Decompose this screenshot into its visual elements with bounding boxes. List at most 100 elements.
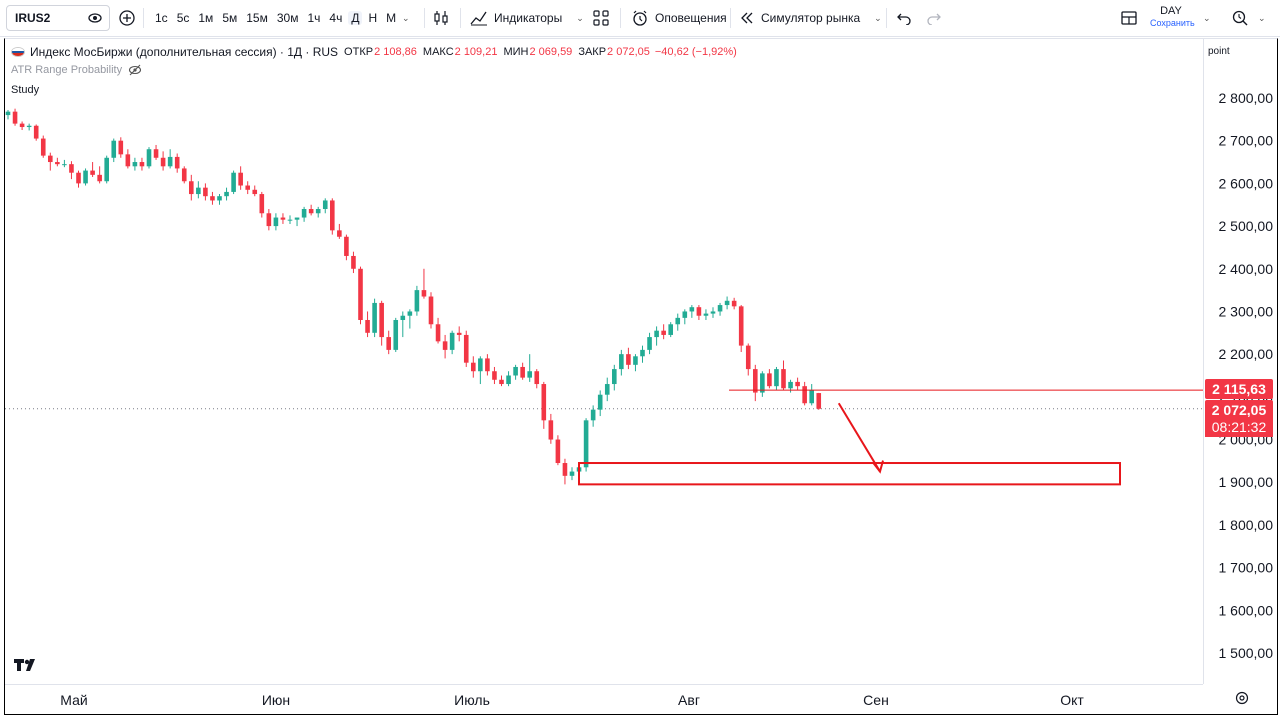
candle-body xyxy=(682,311,688,318)
timeframe-group: 1с 5с 1м 5м 15м 30м 1ч 4ч Д Н М xyxy=(152,5,402,31)
study-atr-range-probability[interactable]: ATR Range Probability xyxy=(11,64,142,76)
candle-body xyxy=(259,194,265,214)
price-tick-label: 2 400,00 xyxy=(1219,261,1274,277)
hidden-eye-icon[interactable] xyxy=(128,64,142,76)
candle-body xyxy=(816,393,822,409)
quick-search-icon[interactable] xyxy=(1231,5,1249,31)
candle-body xyxy=(506,375,511,385)
price-unit-label: point xyxy=(1208,46,1230,57)
layout-select-icon[interactable] xyxy=(1120,5,1138,31)
candle-body xyxy=(386,337,391,350)
price-tick-label: 2 700,00 xyxy=(1219,133,1274,149)
timeframe-button[interactable]: Д xyxy=(348,11,363,25)
candle-body xyxy=(774,369,779,387)
candle-body xyxy=(478,358,483,372)
candle-body xyxy=(414,290,420,312)
candle-body xyxy=(330,200,335,231)
alerts-button[interactable]: Оповещения xyxy=(631,5,727,31)
candle-body xyxy=(210,196,215,201)
timeframe-button[interactable]: М xyxy=(386,11,397,25)
candle-body xyxy=(118,140,124,155)
candle-body xyxy=(703,313,709,316)
candle-body xyxy=(731,300,737,307)
indicators-icon xyxy=(470,10,488,26)
candle-body xyxy=(104,157,109,182)
candle-body xyxy=(795,381,800,387)
study-generic[interactable]: Study xyxy=(11,84,40,96)
timeframe-button[interactable]: 1м xyxy=(198,11,214,25)
price-tick-label: 1 500,00 xyxy=(1219,645,1274,661)
timeframe-button[interactable]: 1ч xyxy=(307,11,321,25)
candle-body xyxy=(372,302,377,333)
time-tick-label: Май xyxy=(60,692,87,708)
more-dropdown-icon[interactable]: ⌄ xyxy=(1258,12,1266,23)
candle-body xyxy=(696,307,702,316)
candle-body xyxy=(266,213,272,227)
time-tick-label: Сен xyxy=(863,692,889,708)
market-replay-button[interactable]: Симулятор рынка ⌄ xyxy=(739,5,882,31)
chevron-down-icon: ⌄ xyxy=(874,12,882,23)
timeframe-button[interactable]: 5с xyxy=(176,11,190,25)
redo-icon[interactable] xyxy=(926,5,942,31)
layout-name-button[interactable]: DAY Сохранить xyxy=(1150,5,1195,29)
candle-body xyxy=(252,189,258,195)
candle-body xyxy=(499,379,504,385)
candle-body xyxy=(738,306,744,346)
timeframe-button[interactable]: 30м xyxy=(276,11,299,25)
candle-style-icon[interactable] xyxy=(432,5,450,31)
candle-body xyxy=(421,290,427,297)
candle-body xyxy=(301,209,307,218)
timeframe-button[interactable]: 1с xyxy=(155,11,168,25)
candle-body xyxy=(62,164,67,166)
undo-icon[interactable] xyxy=(896,5,912,31)
candle-body xyxy=(90,170,95,175)
indicators-button[interactable]: Индикаторы ⌄ xyxy=(470,5,584,31)
templates-grid-icon[interactable] xyxy=(592,5,610,31)
close-value: 2 072,05 xyxy=(607,46,650,58)
price-tick-label: 2 800,00 xyxy=(1219,90,1274,106)
candle-body xyxy=(534,371,540,385)
candle-body xyxy=(153,149,159,158)
chart-area[interactable]: 2 800,00 2 700,00 2 600,00 2 500,00 2 400,00… xyxy=(4,38,1278,715)
timeframe-button[interactable]: 5м xyxy=(222,11,238,25)
eye-icon[interactable] xyxy=(87,10,103,26)
candle-body xyxy=(619,354,624,370)
candle-body xyxy=(224,191,229,197)
candle-body xyxy=(344,236,349,256)
candle-body xyxy=(527,371,532,378)
candle-body xyxy=(322,200,328,209)
chart-settings-gear-icon[interactable] xyxy=(1235,691,1249,710)
candle-body xyxy=(583,420,589,468)
symbol-search-input[interactable]: IRUS2 xyxy=(6,5,110,31)
candle-body xyxy=(724,300,730,306)
candle-body xyxy=(358,268,363,320)
level-price-tag: 2 115,63 xyxy=(1205,379,1273,399)
timeframe-dropdown-icon[interactable]: ⌄ xyxy=(402,12,410,23)
candle-body xyxy=(590,409,596,421)
high-value: 2 109,21 xyxy=(454,46,498,58)
tradingview-logo[interactable] xyxy=(13,657,41,678)
candle-body xyxy=(626,354,631,365)
candle-body xyxy=(294,217,300,220)
chart-canvas[interactable]: 2 800,00 2 700,00 2 600,00 2 500,00 2 400,00… xyxy=(5,39,1277,715)
layout-dropdown-icon[interactable]: ⌄ xyxy=(1203,12,1211,23)
timeframe-button[interactable]: 15м xyxy=(246,11,268,25)
candle-body xyxy=(788,381,793,389)
candle-body xyxy=(541,384,547,421)
candle-body xyxy=(83,170,88,184)
timeframe-button[interactable]: 4ч xyxy=(329,11,343,25)
candle-body xyxy=(767,373,772,387)
top-toolbar: IRUS2 1с 5с 1м 5м 15м 30м 1ч 4ч Д Н М ⌄ Индикаторы… xyxy=(0,0,1280,37)
candle-body xyxy=(661,330,666,335)
bar-countdown: 08:21:32 xyxy=(1205,417,1273,437)
chevron-down-icon: ⌄ xyxy=(576,12,584,23)
candle-body xyxy=(548,420,554,440)
candle-body xyxy=(26,125,32,128)
candle-body xyxy=(717,305,723,312)
candle-body xyxy=(273,217,279,227)
timeframe-button[interactable]: Н xyxy=(368,11,378,25)
market-replay-label: Симулятор рынка xyxy=(761,11,861,25)
candle-body xyxy=(393,320,399,350)
candle-body xyxy=(189,181,194,195)
compare-add-icon[interactable] xyxy=(118,5,136,31)
